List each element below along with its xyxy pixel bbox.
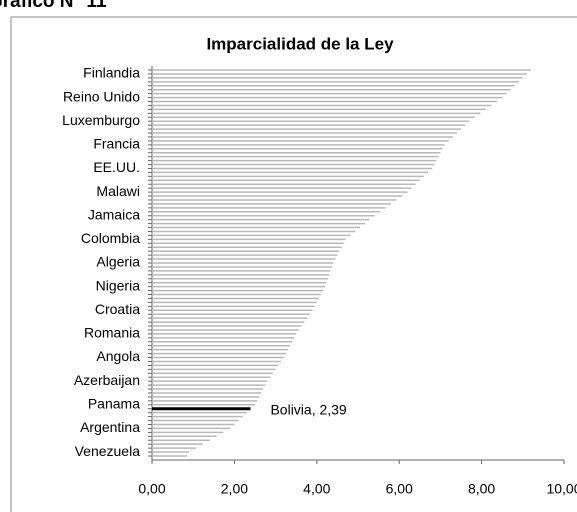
y-tick-label: Francia [93, 136, 140, 152]
y-tick-label: Venezuela [75, 443, 141, 459]
y-tick-label: Malawi [96, 183, 140, 199]
page-title: Gráfico N° 11 [0, 0, 107, 12]
y-tick-label: Jamaica [88, 206, 140, 222]
y-tick-label: Luxemburgo [62, 112, 140, 128]
y-tick-label: Angola [96, 348, 140, 364]
y-tick-label: Azerbaijan [74, 372, 140, 388]
y-tick-label: Croatia [95, 301, 140, 317]
y-tick-label: Colombia [81, 230, 140, 246]
y-tick-label: Nigeria [96, 277, 141, 293]
y-tick-label: Romania [84, 325, 140, 341]
x-tick-label: 6,00 [386, 481, 413, 497]
y-tick-label: Argentina [80, 419, 140, 435]
y-tick-label: Algeria [96, 254, 140, 270]
y-tick-label: Reino Unido [63, 88, 140, 104]
chart-frame [10, 16, 577, 512]
y-tick-label: Finlandia [83, 65, 140, 81]
chart-title: Imparcialidad de la Ley [206, 34, 394, 53]
x-tick-label: 10,00 [546, 481, 577, 497]
y-tick-label: Panama [88, 395, 140, 411]
x-tick-label: 0,00 [138, 481, 165, 497]
y-tick-label: EE.UU. [93, 159, 140, 175]
annotation: Bolivia, 2,39 [270, 401, 346, 417]
x-tick-label: 8,00 [468, 481, 495, 497]
x-tick-label: 4,00 [303, 481, 330, 497]
x-tick-label: 2,00 [221, 481, 248, 497]
